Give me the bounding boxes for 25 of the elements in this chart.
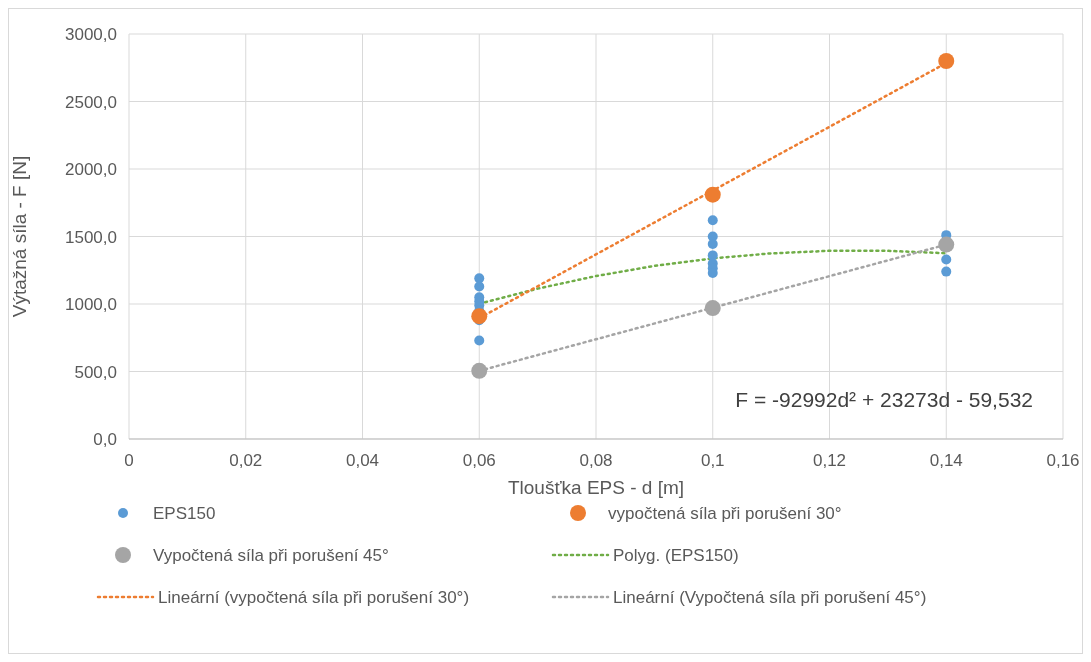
legend-label: vypočtená síla při porušení 30° (608, 504, 842, 523)
y-tick-label: 2500,0 (65, 92, 117, 112)
legend-label: EPS150 (153, 504, 216, 523)
legend-label: Polyg. (EPS150) (613, 546, 739, 565)
x-tick-label: 0,08 (579, 451, 613, 470)
y-tick-label: 1500,0 (65, 227, 117, 247)
y-tick-label: 1000,0 (65, 295, 117, 314)
x-tick-label: 0,06 (462, 451, 496, 470)
y-tick-label: 500,0 (74, 362, 117, 382)
legend-label: Vypočtená síla při porušení 45° (153, 546, 389, 565)
x-tick-label: 0,16 (1046, 451, 1080, 470)
legend-label: Lineární (vypočtená síla při porušení 30°) (158, 588, 470, 607)
x-tick-label: 0,02 (229, 451, 263, 470)
x-tick-label: 0,14 (929, 451, 963, 470)
y-axis-title: Výtažná síla - F [N] (9, 155, 30, 318)
y-tick-label: 0,0 (93, 430, 117, 449)
x-tick-label: 0,12 (812, 451, 847, 470)
x-tick-label: 0 (124, 451, 134, 470)
x-tick-label: 0,04 (345, 451, 380, 470)
y-tick-label: 2000,0 (65, 160, 117, 179)
y-tick-label: 3000,0 (65, 25, 117, 44)
x-tick-label: 0,1 (700, 451, 725, 470)
x-axis-title: Tloušťka EPS - d [m] (507, 477, 685, 498)
annotation: F = -92992d² + 23273d - 59,532 (735, 388, 1033, 411)
legend-label: Lineární (Vypočtená síla při porušení 45°) (613, 588, 927, 607)
